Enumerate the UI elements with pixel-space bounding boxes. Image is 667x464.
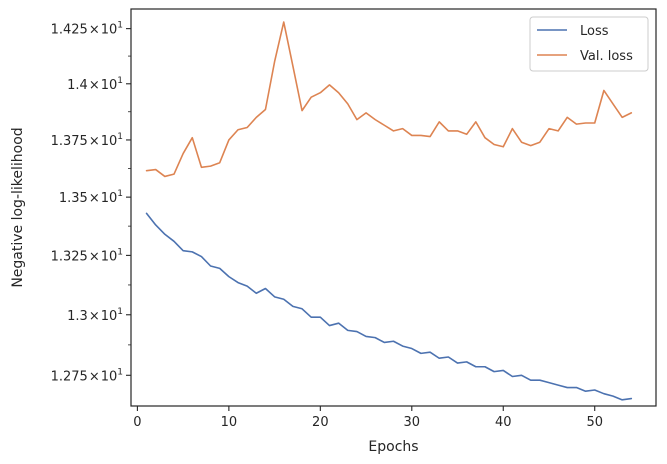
y-tick-exponent: 1 bbox=[117, 189, 123, 199]
x-axis-ticks: 0 10 20 30 40 50 bbox=[133, 406, 603, 430]
y-tick-mantissa: 1.4 bbox=[67, 78, 88, 93]
y-tick-exponent: 1 bbox=[117, 367, 123, 377]
y-axis-ticks: 1.275×1011.3×1011.325×1011.35×1011.375×1… bbox=[51, 21, 131, 384]
y-tick-exponent: 1 bbox=[117, 76, 123, 86]
y-axis-label: Negative log-likelihood bbox=[10, 127, 26, 287]
series-line-val-loss bbox=[145, 21, 633, 178]
y-tick-label: 1.275×101 bbox=[51, 367, 123, 384]
y-tick-label: 1.35×101 bbox=[59, 189, 123, 206]
y-tick-mantissa: 1.3 bbox=[67, 309, 88, 324]
y-tick-times: × bbox=[89, 134, 100, 149]
series-lines bbox=[145, 21, 633, 401]
y-tick-exponent: 1 bbox=[117, 247, 123, 257]
y-tick-mantissa: 1.425 bbox=[51, 23, 88, 38]
plot-frame bbox=[130, 8, 657, 407]
y-tick-mantissa: 1.35 bbox=[59, 191, 88, 206]
y-tick-base: 10 bbox=[101, 78, 118, 93]
y-tick-label: 1.3×101 bbox=[67, 307, 123, 324]
legend-label-loss: Loss bbox=[580, 24, 609, 39]
y-tick-times: × bbox=[89, 249, 100, 264]
y-tick-base: 10 bbox=[101, 249, 118, 264]
legend: Loss Val. loss bbox=[529, 16, 649, 72]
y-tick-times: × bbox=[89, 191, 100, 206]
y-tick-times: × bbox=[89, 23, 100, 38]
legend-label-val-loss: Val. loss bbox=[580, 49, 633, 64]
y-tick-mantissa: 1.325 bbox=[51, 249, 88, 264]
y-tick-base: 10 bbox=[101, 191, 118, 206]
y-tick-base: 10 bbox=[101, 134, 118, 149]
y-tick-label: 1.425×101 bbox=[51, 21, 123, 38]
y-tick-base: 10 bbox=[101, 23, 118, 38]
y-tick-label: 1.375×101 bbox=[51, 132, 123, 149]
y-tick-exponent: 1 bbox=[117, 307, 123, 317]
y-tick-base: 10 bbox=[101, 369, 118, 384]
x-tick-label: 0 bbox=[133, 415, 141, 430]
x-tick-label: 50 bbox=[586, 415, 603, 430]
y-tick-mantissa: 1.375 bbox=[51, 134, 88, 149]
y-tick-label: 1.4×101 bbox=[67, 76, 123, 93]
y-tick-base: 10 bbox=[101, 309, 118, 324]
y-tick-times: × bbox=[89, 309, 100, 324]
x-tick-label: 20 bbox=[312, 415, 329, 430]
series-line-loss bbox=[145, 212, 633, 401]
x-tick-label: 30 bbox=[404, 415, 421, 430]
y-tick-exponent: 1 bbox=[117, 21, 123, 31]
y-tick-times: × bbox=[89, 78, 100, 93]
y-tick-label: 1.325×101 bbox=[51, 247, 123, 264]
y-tick-mantissa: 1.275 bbox=[51, 369, 88, 384]
x-tick-label: 10 bbox=[221, 415, 238, 430]
y-tick-exponent: 1 bbox=[117, 132, 123, 142]
x-axis-label: Epochs bbox=[368, 439, 418, 455]
y-tick-times: × bbox=[89, 369, 100, 384]
x-tick-label: 40 bbox=[495, 415, 512, 430]
